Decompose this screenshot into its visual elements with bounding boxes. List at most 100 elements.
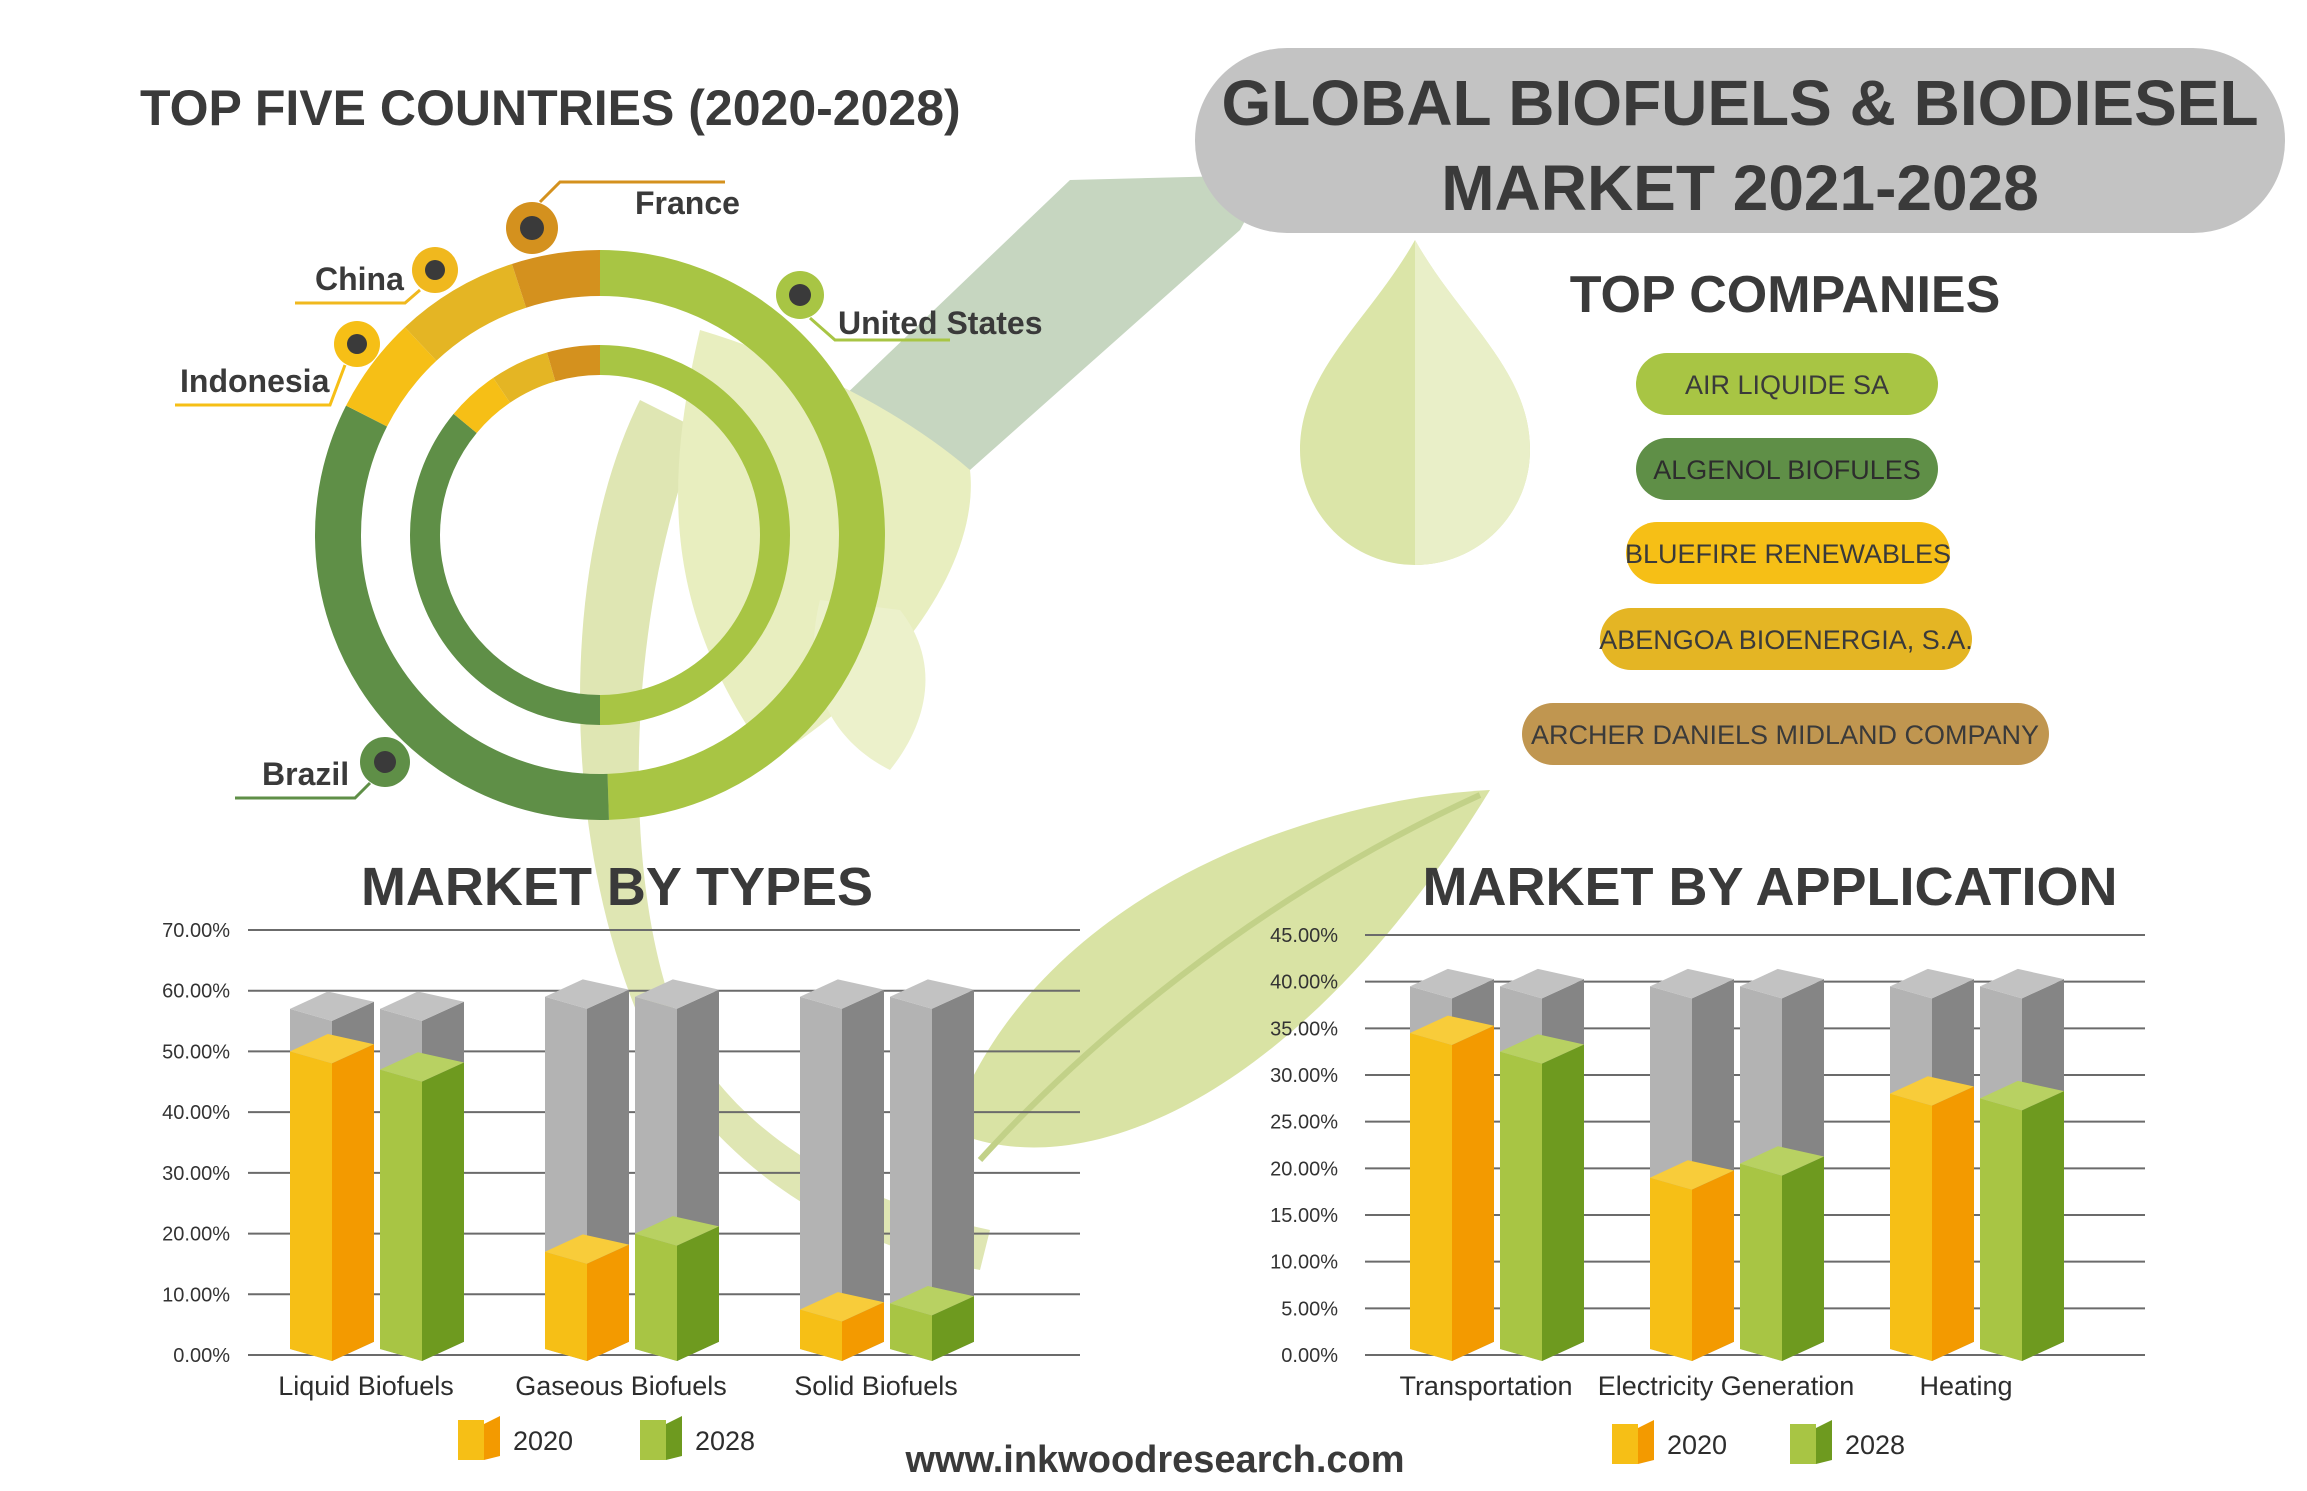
bar-2020-front	[1650, 1177, 1692, 1361]
united-states-leader-line	[809, 316, 950, 342]
types-chart-title: MARKET BY TYPES	[361, 857, 873, 917]
bar-2028-top	[1740, 1146, 1824, 1176]
bar-2028-front	[380, 1069, 422, 1361]
bar-2028-top	[635, 1216, 719, 1246]
company-name: AIR LIQUIDE SA	[1685, 370, 1889, 400]
bar-2020-side	[1932, 1086, 1974, 1361]
bar-2028-side	[677, 1226, 719, 1361]
legend-swatch	[640, 1420, 666, 1460]
countries-title: TOP FIVE COUNTRIES (2020-2028)	[140, 80, 961, 136]
donut-segment-indonesia	[346, 327, 437, 427]
y-tick-label: 45.00%	[1270, 925, 1338, 947]
company-name: BLUEFIRE RENEWABLES	[1625, 539, 1951, 569]
bar-2028	[635, 1226, 719, 1361]
fuel-nozzle-shape	[840, 175, 1270, 470]
bar-2028-front	[1500, 1051, 1542, 1361]
bar-2028	[890, 1296, 974, 1361]
indonesia-marker-dot	[347, 334, 367, 354]
bar-2020-side	[587, 1244, 629, 1361]
y-tick-label: 30.00%	[1270, 1065, 1338, 1087]
y-tick-label: 25.00%	[1270, 1112, 1338, 1134]
bar-2020-top	[1650, 1160, 1734, 1190]
bar-2020-front	[800, 1309, 842, 1361]
company-pill: BLUEFIRE RENEWABLES	[1625, 522, 1951, 584]
company-pill: ABENGOA BIOENERGIA, S.A.	[1599, 608, 1973, 670]
empty-bar	[800, 989, 884, 1361]
bar-2020-top	[545, 1234, 629, 1264]
y-tick-label: 10.00%	[162, 1284, 230, 1306]
company-pill-bg	[1636, 353, 1938, 415]
legend-label: 2020	[513, 1426, 573, 1456]
empty-bar-top	[545, 979, 629, 1009]
france-marker-dot	[520, 216, 544, 240]
big-leaf-shape	[950, 790, 1490, 1148]
bar-2028-front	[1740, 1163, 1782, 1361]
bar-2028-front	[890, 1303, 932, 1361]
france-leader-line	[538, 180, 725, 204]
bar-2028	[1500, 1044, 1584, 1361]
company-name: ALGENOL BIOFULES	[1653, 455, 1921, 485]
company-pill-bg	[1636, 438, 1938, 500]
bar-2028-side	[1542, 1044, 1584, 1361]
donut-segment-united-states	[599, 345, 790, 725]
empty-bar-top	[380, 991, 464, 1021]
empty-bar-top	[1650, 968, 1734, 999]
empty-bar-top	[635, 979, 719, 1009]
empty-bar-front	[800, 996, 842, 1361]
empty-bar-top	[1410, 968, 1494, 999]
y-tick-label: 30.00%	[162, 1163, 230, 1185]
bar-2028-side	[422, 1062, 464, 1361]
bar-2020	[290, 1044, 374, 1361]
company-pill: AIR LIQUIDE SA	[1636, 353, 1938, 415]
company-pill: ALGENOL BIOFULES	[1636, 438, 1938, 500]
brazil-leader-line	[235, 781, 372, 800]
company-name: ARCHER DANIELS MIDLAND COMPANY	[1531, 720, 2039, 750]
y-tick-label: 0.00%	[1281, 1345, 1338, 1367]
bar-2028-front	[635, 1233, 677, 1361]
legend-label: 2020	[1667, 1430, 1727, 1460]
y-tick-label: 40.00%	[1270, 972, 1338, 994]
website-url: www.inkwoodresearch.com	[904, 1439, 1404, 1481]
bar-2028	[1740, 1156, 1824, 1361]
title-pill	[1195, 48, 2285, 233]
y-tick-label: 40.00%	[162, 1102, 230, 1124]
donut-segment-france	[511, 250, 601, 308]
y-tick-label: 60.00%	[162, 981, 230, 1003]
bar-2020-top	[1410, 1015, 1494, 1045]
empty-bar-top	[800, 979, 884, 1009]
countries-donut-chart	[315, 250, 885, 820]
legend-swatch-side	[484, 1416, 500, 1460]
bar-2020-front	[290, 1051, 332, 1361]
title-banner: GLOBAL BIOFUELS & BIODIESEL MARKET 2021-…	[1195, 48, 2285, 233]
bar-2020-side	[332, 1044, 374, 1361]
y-tick-label: 15.00%	[1270, 1205, 1338, 1227]
y-tick-label: 50.00%	[162, 1041, 230, 1063]
application-chart-title: MARKET BY APPLICATION	[1422, 857, 2117, 917]
y-tick-label: 10.00%	[1270, 1252, 1338, 1274]
bar-2020-side	[1452, 1025, 1494, 1361]
donut-segment-united-states	[599, 250, 885, 820]
china-leader-line	[295, 288, 421, 305]
bar-2020-top	[290, 1034, 374, 1064]
bar-2020-top	[1890, 1076, 1974, 1106]
main-title-line1: GLOBAL BIOFUELS & BIODIESEL	[1221, 67, 2258, 139]
x-category-label: Liquid Biofuels	[278, 1371, 454, 1401]
bar-2028-side	[2022, 1091, 2064, 1361]
bar-2028	[380, 1062, 464, 1361]
bar-2028-top	[890, 1285, 974, 1316]
legend-swatch	[1612, 1424, 1638, 1464]
legend-label: 2028	[1845, 1430, 1905, 1460]
united-states-label: United States	[838, 305, 1042, 341]
y-tick-label: 20.00%	[162, 1224, 230, 1246]
donut-segment-china	[493, 352, 556, 403]
fuel-drop-highlight	[1415, 240, 1530, 565]
donut-segment-france	[546, 345, 601, 382]
donut-segment-indonesia	[453, 377, 511, 434]
empty-bar-top	[1890, 968, 1974, 999]
bar-2020-side	[1692, 1170, 1734, 1361]
x-category-label: Gaseous Biofuels	[515, 1371, 727, 1401]
bar-2028-top	[1980, 1080, 2064, 1111]
china-marker-dot	[425, 260, 445, 280]
